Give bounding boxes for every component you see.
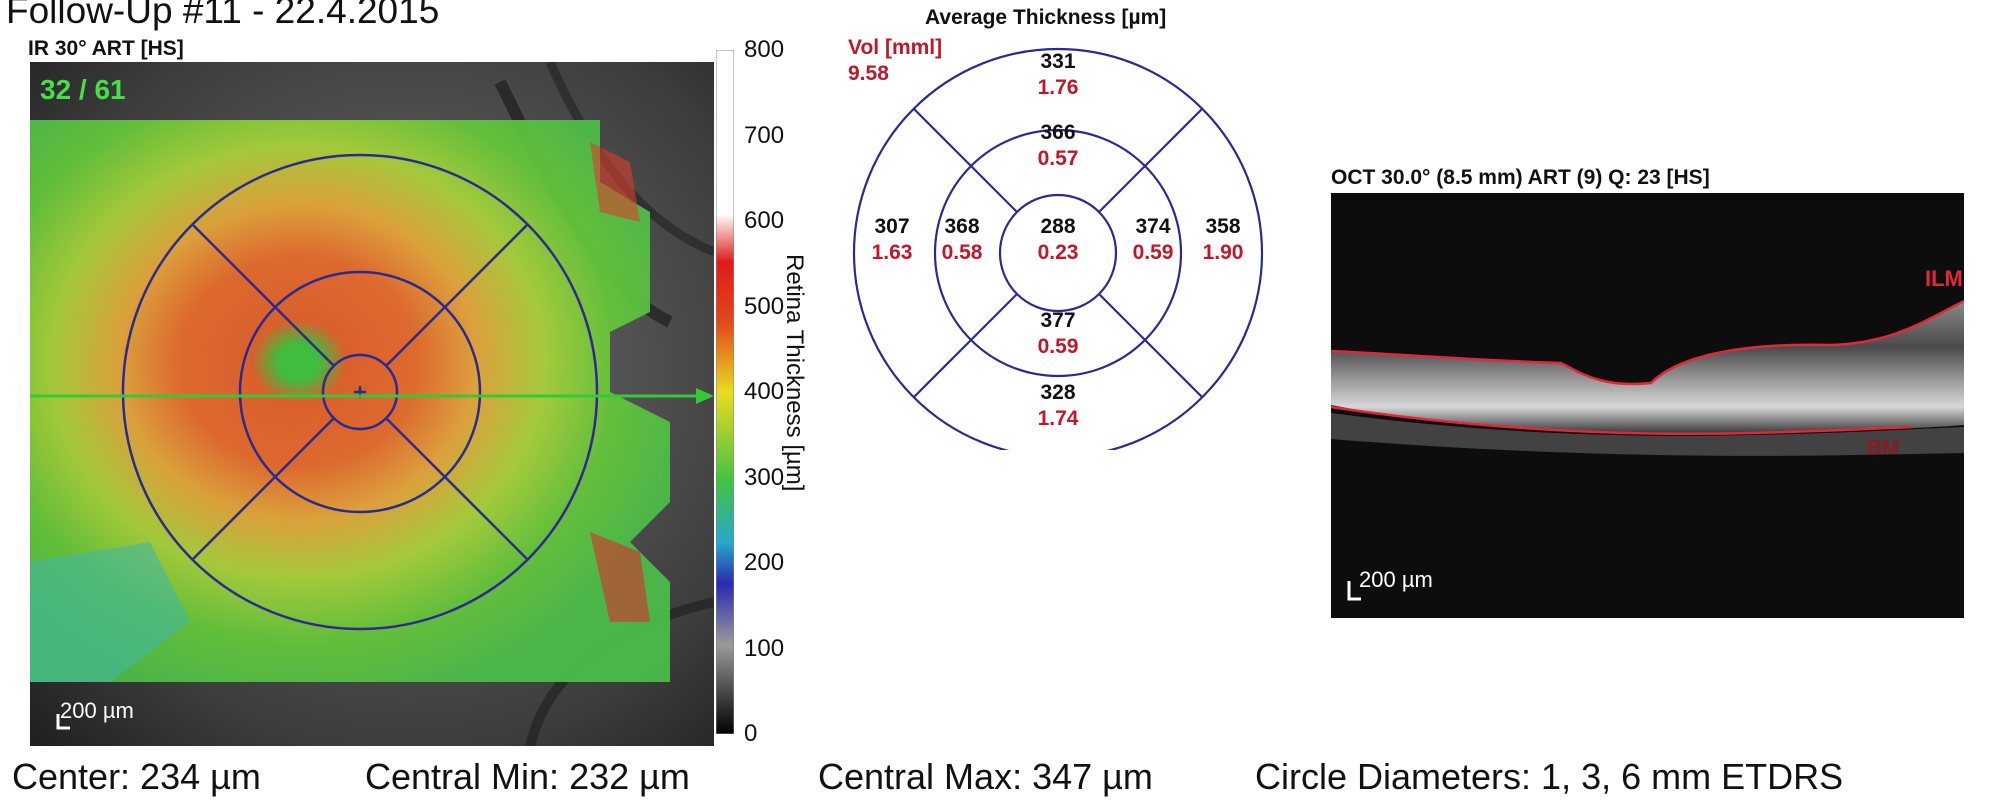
ir-image-label: IR 30° ART [HS] <box>28 37 184 60</box>
sector-volume: 1.74 <box>1037 407 1079 430</box>
scan-counter: 32 / 61 <box>40 74 126 105</box>
colorbar-tick-label: 800 <box>744 36 785 63</box>
sector-thickness: 288 <box>1040 215 1076 238</box>
oct-bscan-image[interactable] <box>1331 193 1964 618</box>
etdrs-grid-lines <box>852 47 1264 450</box>
sector-volume: 1.76 <box>1037 76 1079 99</box>
sector-volume: 0.58 <box>941 241 983 264</box>
sector-volume: 0.59 <box>1132 241 1174 264</box>
footer-central-min: Central Min: 232 µm <box>365 756 690 797</box>
oct-scale-bar-label: 200 µm <box>1359 567 1433 592</box>
sector-volume: 0.59 <box>1037 335 1079 358</box>
sector-center: 288 0.23 <box>1023 214 1093 266</box>
colorbar-tick-label: 100 <box>744 634 785 662</box>
volume-label: Vol [mml] <box>848 36 943 59</box>
sector-volume: 0.57 <box>1037 147 1079 170</box>
sector-outer-nasal: 358 1.90 <box>1188 214 1258 266</box>
sector-volume: 1.63 <box>871 241 913 264</box>
oct-bscan-graphic <box>1331 193 1964 618</box>
oct-scan-label: OCT 30.0° (8.5 mm) ART (9) Q: 23 [HS] <box>1331 166 1710 189</box>
sector-inner-inferior: 377 0.59 <box>1023 308 1093 360</box>
volume-value: 9.58 <box>848 62 889 85</box>
colorbar-tick-label: 700 <box>744 121 785 149</box>
colorbar-tick-label: 500 <box>744 292 785 320</box>
sector-inner-nasal: 374 0.59 <box>1118 214 1188 266</box>
average-thickness-title: Average Thickness [µm] <box>925 6 1167 29</box>
sector-outer-inferior: 328 1.74 <box>1023 380 1093 432</box>
sector-outer-superior: 331 1.76 <box>1023 49 1093 101</box>
colorbar-tick-label: 300 <box>744 463 785 491</box>
sector-thickness: 331 <box>1040 50 1076 73</box>
colorbar-tick-label: 0 <box>744 720 758 747</box>
colorbar-tick-label: 200 <box>744 549 785 576</box>
sector-outer-temporal: 307 1.63 <box>857 214 927 266</box>
sector-inner-superior: 366 0.57 <box>1023 120 1093 172</box>
volume-total: Vol [mml] 9.58 <box>848 35 942 87</box>
thickness-map-graphic <box>30 62 714 746</box>
sector-thickness: 328 <box>1040 381 1076 404</box>
colorbar-tick-label: 400 <box>744 378 785 405</box>
sector-thickness: 307 <box>874 215 910 238</box>
ilm-label: ILM <box>1925 266 1963 291</box>
bm-label: BM <box>1867 436 1900 459</box>
colorbar-tick-label: 600 <box>744 207 785 234</box>
sector-volume: 0.23 <box>1037 241 1079 264</box>
sector-volume: 1.90 <box>1202 241 1244 264</box>
sector-thickness: 358 <box>1205 215 1241 238</box>
sector-thickness: 368 <box>944 215 980 238</box>
sector-thickness: 377 <box>1040 309 1076 332</box>
sector-thickness: 374 <box>1135 215 1171 238</box>
ir-scale-bar-label: 200 µm <box>60 698 134 723</box>
sector-thickness: 366 <box>1040 121 1076 144</box>
ir-thickness-map[interactable] <box>30 62 714 746</box>
footer-central-max: Central Max: 347 µm <box>818 756 1153 797</box>
report-title: Follow-Up #11 - 22.4.2015 <box>6 0 440 31</box>
footer-circle-diameters: Circle Diameters: 1, 3, 6 mm ETDRS <box>1255 756 1844 797</box>
sector-inner-temporal: 368 0.58 <box>927 214 997 266</box>
footer-center-thickness: Center: 234 µm <box>12 756 261 797</box>
